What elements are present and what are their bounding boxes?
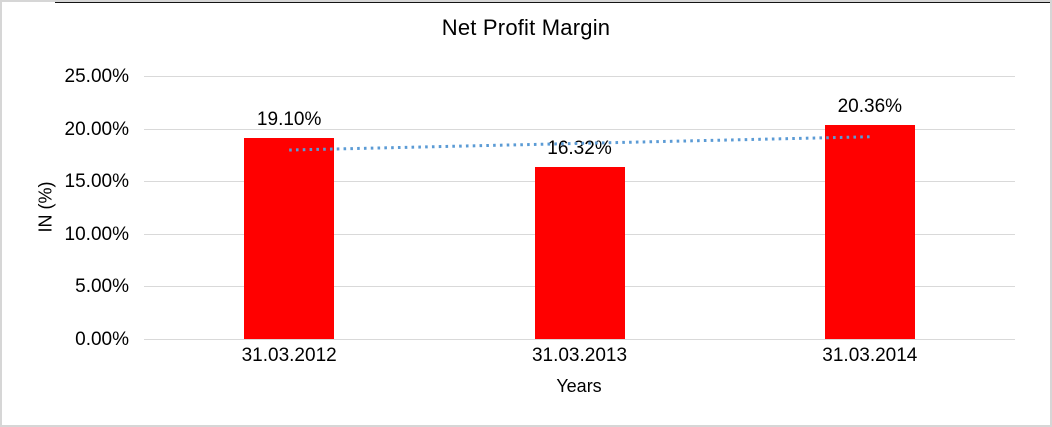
bar-31.03.2012[interactable] (244, 138, 335, 339)
y-tick-label: 15.00% (64, 171, 129, 193)
x-axis-title: Years (556, 376, 602, 396)
bar-value-label: 16.32% (547, 138, 612, 160)
chart-title: Net Profit Margin (441, 15, 611, 40)
y-tick-label: 5.00% (75, 276, 129, 298)
gridline-25 (144, 76, 1015, 77)
bar-31.03.2013[interactable] (534, 167, 625, 339)
gridline-0 (144, 339, 1015, 340)
bar-value-label: 19.10% (256, 109, 322, 131)
bar-value-label: 20.36% (837, 95, 903, 117)
y-tick-label: 0.00% (75, 329, 129, 350)
bar-31.03.2014[interactable] (824, 124, 915, 339)
gridline-20 (144, 128, 1015, 130)
x-axis-label: 31.03.2014 (822, 345, 918, 366)
chart-top-border (55, 2, 1050, 3)
y-tick-label: 25.00% (64, 66, 129, 87)
x-axis-label: 31.03.2013 (531, 345, 628, 366)
y-tick-label: 10.00% (64, 223, 129, 245)
y-tick-label: 20.00% (64, 118, 129, 140)
x-axis-label: 31.03.2012 (241, 345, 337, 366)
